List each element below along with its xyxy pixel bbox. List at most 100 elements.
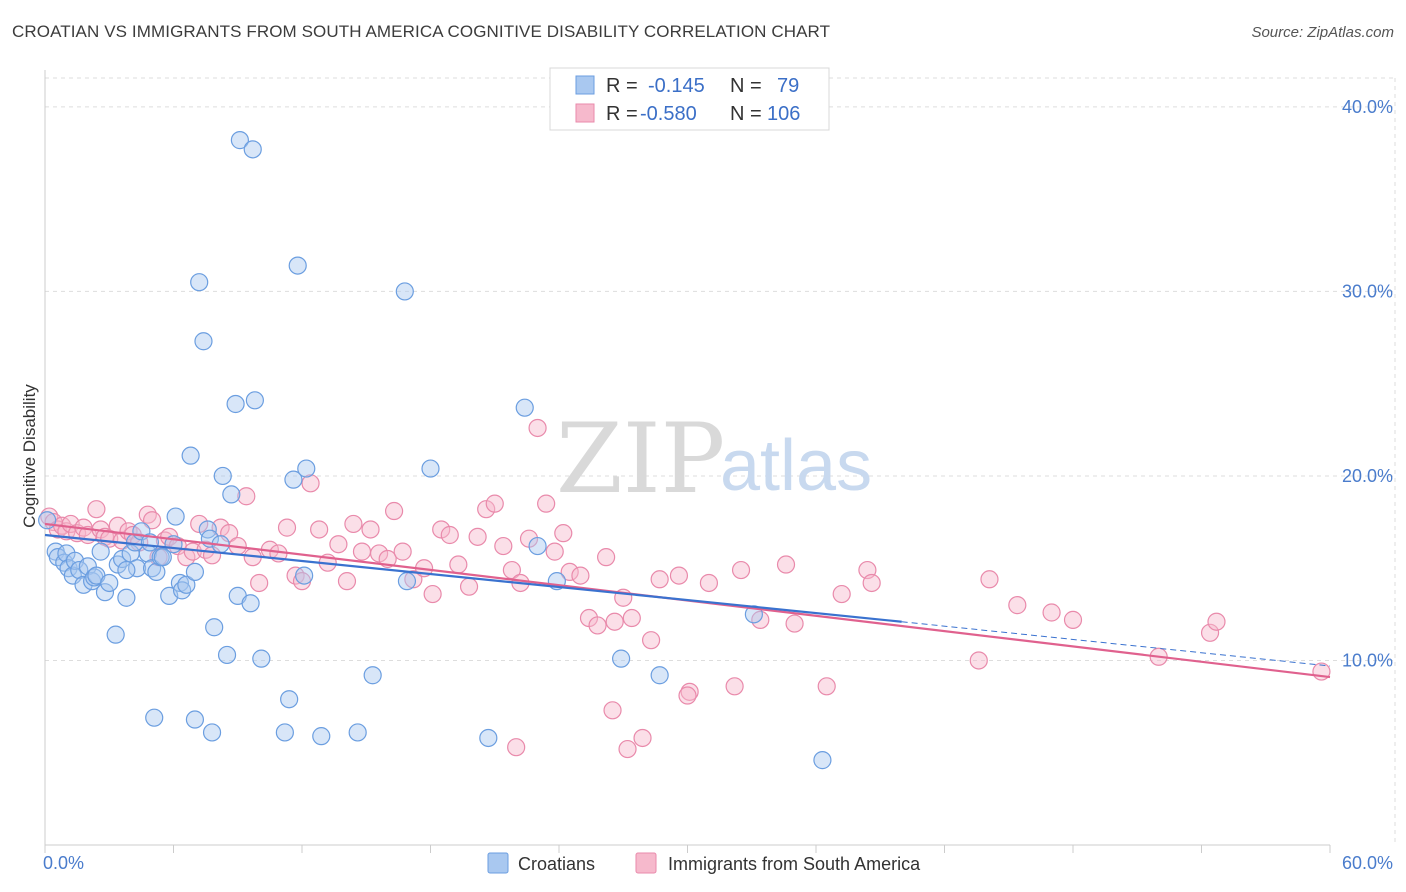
watermark-zip: ZIP (556, 403, 725, 515)
croatians-point (194, 332, 213, 351)
immigrants-point (560, 562, 579, 582)
immigrants-point (537, 494, 556, 513)
axes (44, 70, 1331, 853)
croatians-point (395, 282, 414, 301)
immigrants-point (618, 739, 637, 759)
immigrants-point (554, 524, 573, 543)
trend-lines (44, 522, 1331, 679)
immigrants-point (507, 738, 526, 757)
immigrants-point (277, 518, 297, 537)
y-tick-label: 20.0% (1342, 466, 1393, 486)
croatians-point (100, 573, 119, 593)
croatians-point (91, 542, 110, 561)
legend-r-value: -0.580 (640, 103, 697, 125)
immigrants-point (1200, 623, 1220, 642)
immigrants-point (449, 555, 468, 574)
immigrants-point (329, 535, 348, 554)
immigrants-point (361, 520, 380, 539)
legend-swatch-croatians (575, 75, 595, 95)
immigrants-point (468, 527, 487, 546)
immigrants-point (301, 474, 320, 493)
croatians-point (190, 273, 209, 292)
immigrants-point (393, 542, 412, 561)
croatians-point (479, 728, 498, 748)
croatians-point (312, 727, 331, 746)
croatians-point (528, 536, 547, 556)
legend-box (549, 67, 830, 131)
immigrants-point (384, 501, 404, 521)
croatians-point (38, 511, 57, 530)
immigrants-point (832, 584, 851, 604)
immigrants-point (87, 500, 106, 519)
croatians-trend-extension (901, 621, 1331, 667)
legend-r-label: R = (606, 75, 638, 97)
bottom-legend-swatch-immigrants (635, 852, 657, 874)
immigrants-point (440, 525, 459, 545)
croatians-point (181, 446, 200, 465)
legend-n-label: N = (730, 75, 762, 97)
croatians-point (363, 666, 382, 685)
croatians-point (252, 649, 271, 668)
watermark: ZIP atlas (556, 403, 872, 515)
immigrants-point (603, 701, 622, 720)
bottom-legend-croatians: Croatians (518, 854, 595, 874)
croatians-point (245, 391, 264, 410)
legend: R = -0.145 N = 79 R = -0.580 N = 106 (549, 67, 830, 131)
bottom-legend-swatch-croatians (487, 852, 509, 874)
immigrants-point (485, 494, 504, 513)
immigrants-point (494, 536, 513, 556)
croatians-point (397, 572, 417, 591)
croatians-point (813, 751, 832, 770)
croatians-point (226, 394, 245, 414)
croatians-point (202, 723, 222, 742)
croatians-point (515, 398, 534, 417)
immigrants-point (980, 570, 999, 589)
immigrants-point (237, 487, 256, 506)
croatians-trend-line (44, 533, 902, 623)
immigrants-point (785, 614, 804, 633)
immigrants-point (641, 631, 661, 650)
immigrants-point (588, 616, 607, 635)
croatians-point (297, 459, 316, 478)
immigrants-point (776, 555, 796, 574)
immigrants-point (459, 577, 479, 596)
immigrants-point (404, 570, 423, 589)
croatians-point (117, 560, 136, 580)
immigrants-point (597, 548, 616, 567)
croatians-point (106, 625, 125, 644)
immigrants-point (725, 677, 744, 696)
legend-r-label: R = (606, 103, 638, 125)
croatians-point (295, 566, 314, 585)
croatians-point (217, 645, 237, 665)
immigrants-point (731, 560, 751, 580)
croatians-point (241, 594, 260, 613)
immigrants-point (650, 570, 669, 589)
immigrants-point (817, 677, 836, 696)
legend-n-value: 79 (777, 75, 799, 97)
legend-n-value: 106 (767, 103, 800, 125)
y-tick-label: 10.0% (1342, 650, 1393, 670)
croatians-point (170, 573, 190, 593)
watermark-atlas: atlas (720, 426, 872, 506)
croatians-point (177, 575, 196, 594)
immigrants-point (969, 651, 988, 670)
bottom-legend-immigrants: Immigrants from South America (668, 854, 921, 874)
immigrants-point (669, 566, 689, 585)
croatians-point (222, 485, 241, 504)
immigrants-point (344, 514, 363, 534)
immigrants-point (1042, 603, 1061, 622)
chart-title: CROATIAN VS IMMIGRANTS FROM SOUTH AMERIC… (12, 22, 831, 41)
immigrants-point (337, 572, 357, 591)
immigrants-point (423, 584, 442, 604)
immigrants-point (571, 566, 590, 585)
immigrants-point (622, 608, 641, 628)
croatians-point (612, 649, 631, 668)
croatians-point (421, 459, 440, 478)
immigrants-point (605, 612, 624, 631)
legend-swatch-immigrants (575, 103, 595, 123)
y-tick-labels: 10.0% 20.0% 30.0% 40.0% (1342, 97, 1393, 671)
bottom-legend: Croatians Immigrants from South America (487, 852, 921, 874)
immigrants-point (862, 573, 881, 593)
immigrants-point (1008, 596, 1027, 615)
